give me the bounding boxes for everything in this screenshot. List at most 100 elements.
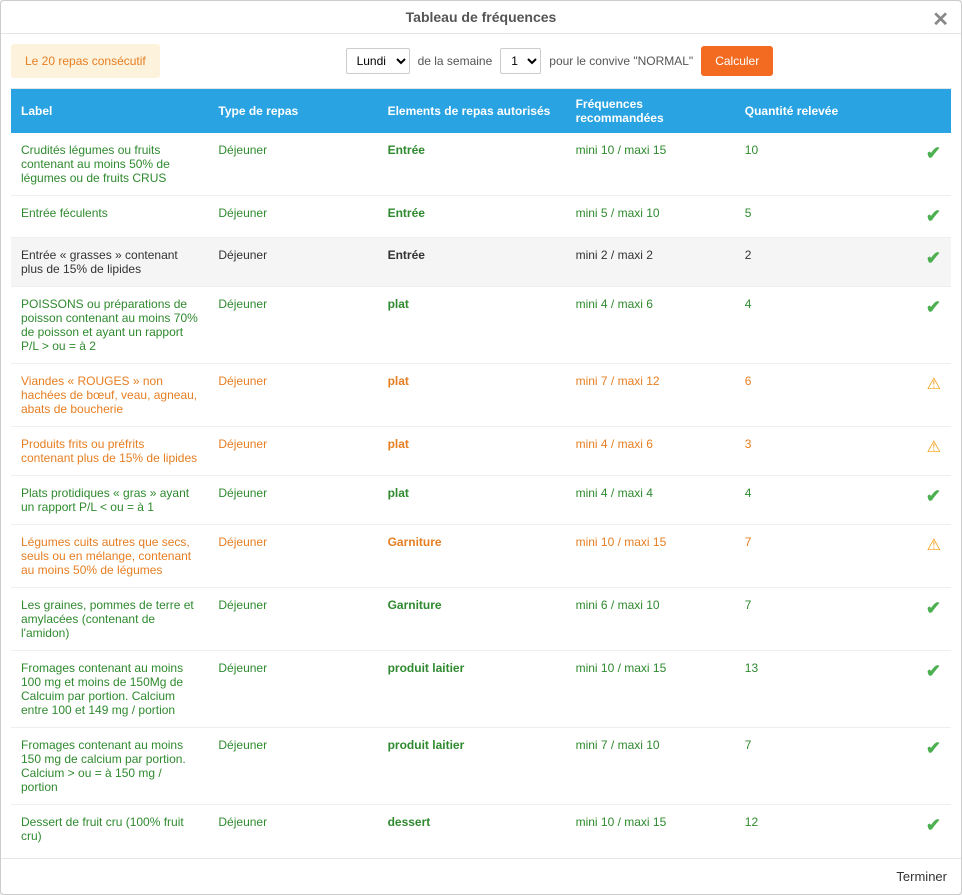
table-row: Crudités légumes ou fruits contenant au …: [11, 133, 951, 196]
cell-element: produit laitier: [378, 728, 566, 805]
check-icon: ✔: [926, 206, 941, 226]
header-element: Elements de repas autorisés: [378, 89, 566, 133]
header-status: [857, 89, 951, 133]
table-row: Entrée « grasses » contenant plus de 15%…: [11, 238, 951, 287]
guest-label: pour le convive "NORMAL": [549, 54, 693, 68]
cell-status: ✔: [857, 728, 951, 805]
cell-qty: 10: [735, 133, 857, 196]
header-freq: Fréquences recommandées: [566, 89, 735, 133]
cell-element: plat: [378, 364, 566, 427]
header-qty: Quantité relevée: [735, 89, 857, 133]
cell-element: Garniture: [378, 588, 566, 651]
frequency-modal: Tableau de fréquences ✕ Le 20 repas cons…: [0, 0, 962, 895]
cell-label: Fromages contenant au moins 150 mg de ca…: [11, 728, 208, 805]
cell-type: Déjeuner: [208, 805, 377, 849]
cell-freq: mini 4 / maxi 6: [566, 287, 735, 364]
cell-status: ⚠: [857, 427, 951, 476]
cell-label: Les graines, pommes de terre et amylacée…: [11, 588, 208, 651]
terminer-button[interactable]: Terminer: [896, 869, 947, 884]
cell-status: ✔: [857, 238, 951, 287]
cell-status: ✔: [857, 651, 951, 728]
cell-element: Entrée: [378, 238, 566, 287]
week-number-select[interactable]: 1: [500, 48, 541, 74]
modal-body: Le 20 repas consécutif Lundi de la semai…: [1, 34, 961, 858]
cell-freq: mini 4 / maxi 4: [566, 476, 735, 525]
table-row: POISSONS ou préparations de poisson cont…: [11, 287, 951, 364]
table-row: Légumes cuits autres que secs, seuls ou …: [11, 525, 951, 588]
cell-freq: mini 4 / maxi 6: [566, 427, 735, 476]
check-icon: ✔: [926, 815, 941, 835]
warning-icon: ⚠: [927, 439, 941, 456]
cell-qty: 4: [735, 476, 857, 525]
cell-freq: mini 10 / maxi 15: [566, 133, 735, 196]
table-header-row: Label Type de repas Elements de repas au…: [11, 89, 951, 133]
week-label: de la semaine: [418, 54, 493, 68]
header-label: Label: [11, 89, 208, 133]
cell-qty: 7: [735, 728, 857, 805]
consecutive-meals-badge: Le 20 repas consécutif: [11, 44, 160, 78]
cell-freq: mini 7 / maxi 10: [566, 728, 735, 805]
cell-type: Déjeuner: [208, 133, 377, 196]
cell-qty: 5: [735, 196, 857, 238]
cell-element: produit laitier: [378, 651, 566, 728]
cell-qty: 7: [735, 588, 857, 651]
cell-freq: mini 10 / maxi 15: [566, 805, 735, 849]
cell-freq: mini 10 / maxi 15: [566, 651, 735, 728]
cell-label: Légumes cuits autres que secs, seuls ou …: [11, 525, 208, 588]
cell-status: ✔: [857, 476, 951, 525]
modal-footer: Terminer: [1, 858, 961, 894]
cell-qty: 6: [735, 364, 857, 427]
cell-type: Déjeuner: [208, 427, 377, 476]
cell-label: Viandes « ROUGES » non hachées de bœuf, …: [11, 364, 208, 427]
toolbar: Le 20 repas consécutif Lundi de la semai…: [11, 44, 951, 78]
check-icon: ✔: [926, 598, 941, 618]
cell-qty: 3: [735, 427, 857, 476]
table-row: Dessert de fruit cru (100% fruit cru)Déj…: [11, 805, 951, 849]
cell-status: ✔: [857, 588, 951, 651]
check-icon: ✔: [926, 297, 941, 317]
table-row: Fromages contenant au moins 150 mg de ca…: [11, 728, 951, 805]
cell-label: Plats protidiques « gras » ayant un rapp…: [11, 476, 208, 525]
cell-qty: 4: [735, 287, 857, 364]
cell-type: Déjeuner: [208, 588, 377, 651]
table-row: Entrée féculentsDéjeunerEntréemini 5 / m…: [11, 196, 951, 238]
table-row: Plats protidiques « gras » ayant un rapp…: [11, 476, 951, 525]
cell-label: Dessert de fruit cru (100% fruit cru): [11, 805, 208, 849]
table-scroll[interactable]: Label Type de repas Elements de repas au…: [11, 88, 951, 848]
day-select[interactable]: Lundi: [346, 48, 410, 74]
cell-label: Entrée « grasses » contenant plus de 15%…: [11, 238, 208, 287]
check-icon: ✔: [926, 248, 941, 268]
cell-type: Déjeuner: [208, 196, 377, 238]
cell-status: ⚠: [857, 364, 951, 427]
cell-status: ⚠: [857, 525, 951, 588]
cell-type: Déjeuner: [208, 728, 377, 805]
cell-label: Crudités légumes ou fruits contenant au …: [11, 133, 208, 196]
cell-element: plat: [378, 476, 566, 525]
warning-icon: ⚠: [927, 376, 941, 393]
cell-status: ✔: [857, 196, 951, 238]
cell-freq: mini 10 / maxi 15: [566, 525, 735, 588]
table-row: Produits frits ou préfrits contenant plu…: [11, 427, 951, 476]
header-type: Type de repas: [208, 89, 377, 133]
cell-element: plat: [378, 287, 566, 364]
cell-element: dessert: [378, 805, 566, 849]
cell-qty: 7: [735, 525, 857, 588]
calculate-button[interactable]: Calculer: [701, 46, 773, 76]
check-icon: ✔: [926, 143, 941, 163]
close-icon[interactable]: ✕: [932, 7, 949, 32]
table-row: Les graines, pommes de terre et amylacée…: [11, 588, 951, 651]
cell-type: Déjeuner: [208, 476, 377, 525]
check-icon: ✔: [926, 661, 941, 681]
cell-type: Déjeuner: [208, 651, 377, 728]
modal-title: Tableau de fréquences: [406, 9, 557, 25]
check-icon: ✔: [926, 738, 941, 758]
cell-freq: mini 5 / maxi 10: [566, 196, 735, 238]
cell-qty: 13: [735, 651, 857, 728]
cell-status: ✔: [857, 805, 951, 849]
cell-type: Déjeuner: [208, 364, 377, 427]
cell-type: Déjeuner: [208, 238, 377, 287]
cell-label: POISSONS ou préparations de poisson cont…: [11, 287, 208, 364]
cell-freq: mini 6 / maxi 10: [566, 588, 735, 651]
modal-header: Tableau de fréquences ✕: [1, 1, 961, 34]
cell-type: Déjeuner: [208, 287, 377, 364]
